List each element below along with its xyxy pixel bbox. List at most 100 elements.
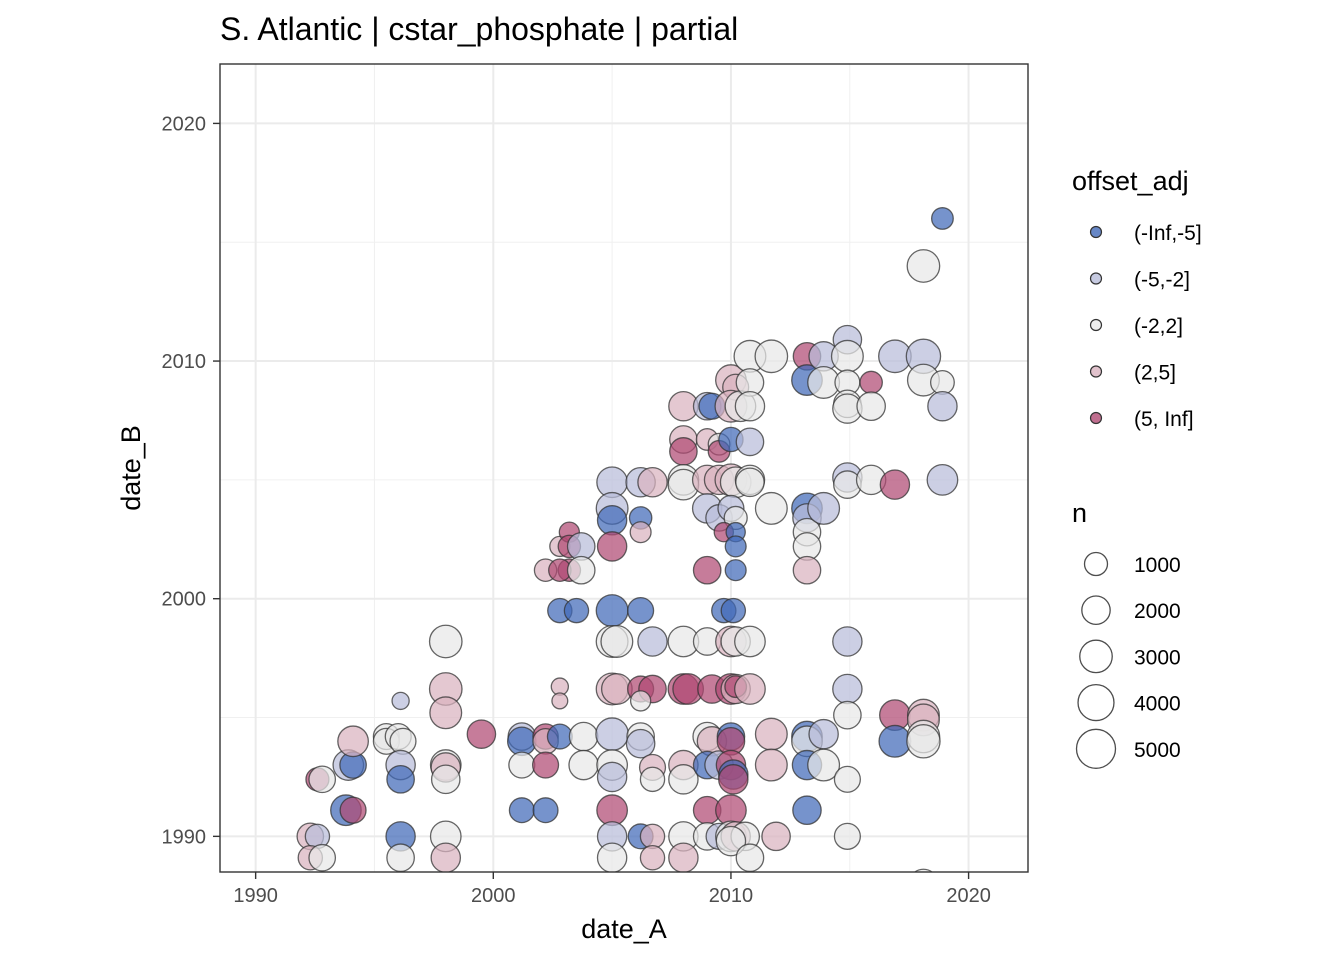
data-point: [637, 626, 668, 657]
y-tick-label: 2010: [162, 351, 207, 373]
data-point: [724, 559, 747, 582]
data-point: [792, 795, 822, 826]
data-point: [807, 748, 841, 782]
data-point: [734, 625, 766, 658]
data-point: [508, 797, 535, 824]
data-point: [596, 794, 629, 827]
data-point: [833, 822, 861, 850]
data-point: [568, 721, 599, 752]
data-point: [596, 761, 628, 793]
data-point: [859, 370, 883, 395]
color-legend-label: (-Inf,-5]: [1134, 222, 1202, 245]
data-point: [734, 390, 766, 422]
data-points: [296, 207, 959, 872]
data-point: [832, 673, 863, 705]
data-point: [734, 673, 766, 705]
data-point: [832, 626, 863, 657]
data-point: [715, 825, 747, 857]
data-point: [391, 691, 410, 711]
data-point: [906, 249, 941, 283]
data-point: [629, 690, 652, 712]
data-point: [595, 594, 629, 628]
data-point: [566, 555, 596, 585]
chart-title: S. Atlantic | cstar_phosphate | partial: [220, 11, 738, 47]
data-point: [639, 844, 666, 871]
data-point: [430, 842, 462, 872]
data-point: [596, 842, 628, 872]
data-point: [668, 764, 699, 795]
data-point: [551, 692, 569, 710]
data-point: [906, 724, 941, 759]
data-point: [927, 390, 958, 422]
data-point: [692, 555, 722, 585]
data-point: [754, 748, 788, 782]
data-point: [735, 427, 765, 457]
color-legend-label: (2,5]: [1134, 362, 1176, 385]
data-point: [669, 437, 698, 466]
data-point: [761, 821, 791, 852]
data-point: [724, 535, 747, 558]
data-point: [639, 823, 666, 850]
data-point: [625, 728, 656, 759]
data-point: [506, 726, 537, 757]
data-point: [595, 717, 629, 752]
x-tick-label: 1990: [233, 885, 278, 907]
size-legend-key: [1075, 728, 1117, 769]
color-legend-label: (-2,2]: [1134, 315, 1183, 338]
color-legend-key: [1089, 318, 1103, 332]
data-point: [466, 719, 497, 749]
color-legend-title: offset_adj: [1072, 166, 1189, 196]
size-legend-title: n: [1072, 498, 1087, 528]
data-point: [720, 597, 747, 624]
data-point: [429, 696, 463, 730]
data-point: [627, 596, 655, 625]
data-point: [879, 469, 911, 500]
data-point: [929, 369, 955, 395]
data-point: [926, 463, 959, 496]
color-legend: (-Inf,-5] (-5,-2] (-2,2] (2,5] (5, Inf]: [1089, 222, 1202, 431]
data-point: [308, 843, 337, 872]
y-axis-ticks: 1990 2000 2010 2020: [162, 113, 220, 848]
color-legend-key: [1089, 225, 1103, 239]
x-tick-label: 2000: [471, 885, 516, 907]
data-point: [930, 207, 954, 230]
data-point: [754, 339, 789, 374]
size-legend-label: 5000: [1134, 739, 1181, 762]
x-axis-title: date_A: [581, 914, 667, 944]
data-point: [600, 624, 634, 658]
data-point: [531, 751, 560, 779]
size-legend-label: 2000: [1134, 600, 1181, 623]
data-point: [718, 764, 749, 795]
data-point: [532, 797, 559, 824]
data-point: [386, 764, 415, 794]
data-point: [337, 725, 369, 758]
size-legend-key: [1081, 595, 1111, 626]
data-point: [596, 505, 628, 536]
size-legend-label: 1000: [1134, 554, 1181, 577]
data-point: [339, 796, 367, 824]
data-point: [568, 749, 599, 781]
x-axis-ticks: 1990 2000 2010 2020: [233, 872, 991, 907]
panel-border: [219, 63, 1029, 873]
size-legend-key: [1077, 683, 1115, 722]
y-tick-label: 1990: [162, 826, 207, 848]
data-point: [754, 491, 788, 525]
data-point: [596, 531, 628, 562]
color-legend-key: [1089, 272, 1103, 285]
data-point: [735, 467, 765, 498]
color-legend-key: [1089, 411, 1103, 425]
data-point: [428, 624, 463, 659]
data-point: [508, 751, 536, 779]
y-tick-label: 2020: [162, 113, 207, 135]
color-legend-label: (-5,-2]: [1134, 269, 1190, 292]
size-legend-label: 4000: [1134, 693, 1181, 716]
data-point: [639, 766, 666, 793]
data-point: [792, 555, 822, 585]
size-legend: 1000 2000 3000 4000 5000: [1075, 551, 1181, 769]
data-point: [386, 843, 415, 872]
data-point: [833, 700, 862, 730]
data-point: [807, 491, 841, 525]
x-tick-label: 2020: [946, 885, 991, 907]
size-legend-label: 3000: [1134, 646, 1181, 669]
